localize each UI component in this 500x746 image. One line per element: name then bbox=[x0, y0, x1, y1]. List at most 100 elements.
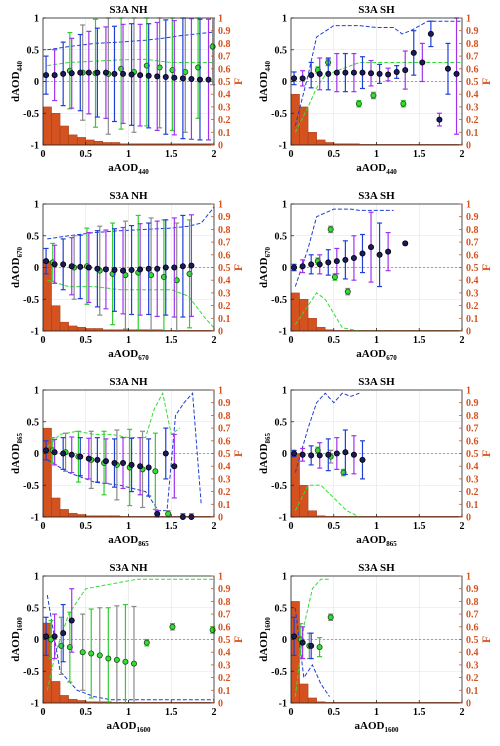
data-point bbox=[68, 617, 75, 624]
data-point bbox=[299, 639, 306, 646]
data-point bbox=[137, 266, 144, 273]
x-tick-label: 0.5 bbox=[328, 335, 341, 346]
data-point bbox=[308, 452, 315, 459]
data-point bbox=[291, 75, 298, 82]
data-point bbox=[68, 451, 75, 458]
right-tick-label: 0.4 bbox=[466, 90, 479, 101]
histogram-bar bbox=[299, 299, 309, 332]
x-tick-label: 1.5 bbox=[165, 335, 178, 346]
histogram-bar bbox=[307, 318, 317, 332]
right-tick-label: 0.5 bbox=[466, 77, 479, 88]
right-tick-label: 0.1 bbox=[218, 314, 231, 325]
data-point bbox=[43, 72, 50, 79]
data-point bbox=[128, 267, 135, 274]
right-tick-label: 0.6 bbox=[218, 436, 231, 447]
right-tick-label: 0 bbox=[218, 513, 223, 524]
right-tick-label: 0.1 bbox=[218, 686, 231, 697]
panel-1: -1-0.500.510 0.5 1 1.5 200.10.20.30.40.50.60… bbox=[10, 4, 245, 176]
x-axis-label: aAOD440 bbox=[108, 162, 149, 176]
right-axis-label: F bbox=[231, 450, 245, 457]
histogram-bar bbox=[290, 601, 300, 704]
histogram-bar bbox=[42, 427, 52, 518]
y-tick-label: 0 bbox=[34, 635, 39, 646]
x-tick-labels: 0 0.5 1 1.5 2 bbox=[41, 328, 217, 346]
right-tick-labels: 0 0.1 0.2 0.30.4 0.5 0.60.7 0.8 0.91 bbox=[211, 386, 231, 524]
data-point bbox=[410, 49, 417, 56]
green-series bbox=[297, 613, 334, 660]
x-axis-label-sub: 865 bbox=[386, 540, 397, 548]
data-point bbox=[385, 248, 392, 255]
data-point bbox=[400, 100, 407, 107]
data-point bbox=[137, 463, 144, 470]
right-tick-label: 0.2 bbox=[466, 115, 479, 126]
data-point bbox=[419, 59, 426, 66]
right-tick-label: 1 bbox=[218, 14, 223, 25]
right-tick-label: 0 bbox=[218, 141, 223, 152]
data-point bbox=[179, 75, 186, 82]
x-tick-label: 0 bbox=[41, 335, 46, 346]
x-axis-label-main: aAOD bbox=[356, 348, 386, 360]
right-axis-label: F bbox=[479, 78, 493, 85]
data-point bbox=[79, 649, 86, 656]
data-point bbox=[120, 70, 127, 77]
y-tick-label: -1 bbox=[279, 327, 287, 338]
y-axis-label-sub: 440 bbox=[264, 60, 272, 71]
blue-series bbox=[291, 429, 366, 480]
data-point bbox=[342, 69, 349, 76]
y-tick-label: 1 bbox=[282, 14, 287, 25]
y-tick-label: 0 bbox=[282, 449, 287, 460]
histogram-bar bbox=[85, 139, 95, 146]
y-axis-label: dAOD865 bbox=[10, 432, 24, 474]
data-point bbox=[111, 460, 118, 467]
right-tick-label: 0.1 bbox=[466, 500, 479, 511]
data-point bbox=[88, 650, 95, 657]
data-point bbox=[196, 76, 203, 83]
data-point bbox=[94, 265, 101, 272]
y-tick-labels: -1 -0.5 0 0.5 1 bbox=[271, 572, 294, 710]
x-tick-label: 0.5 bbox=[328, 149, 341, 160]
data-point bbox=[316, 452, 323, 459]
right-tick-labels: 0 0.1 0.2 0.30.4 0.5 0.60.7 0.8 0.91 bbox=[459, 572, 479, 710]
data-point bbox=[188, 75, 195, 82]
x-axis-label: aAOD865 bbox=[108, 534, 149, 548]
x-tick-label: 1.5 bbox=[165, 521, 178, 532]
data-point bbox=[162, 264, 169, 271]
data-point bbox=[94, 69, 101, 76]
green-dashed-line bbox=[47, 58, 214, 67]
data-point bbox=[77, 69, 84, 76]
y-tick-label: 1 bbox=[34, 200, 39, 211]
data-point bbox=[85, 69, 92, 76]
y-tick-label: -0.5 bbox=[271, 109, 287, 120]
chart-title: S3A SH bbox=[358, 4, 395, 16]
x-axis-label-main: aAOD bbox=[355, 720, 385, 732]
data-point bbox=[77, 263, 84, 270]
right-axis-label: F bbox=[479, 264, 493, 271]
histogram-bar bbox=[299, 106, 309, 146]
data-point bbox=[333, 450, 340, 457]
y-axis-label: dAOD440 bbox=[258, 60, 272, 102]
right-tick-label: 0.3 bbox=[466, 102, 479, 113]
right-tick-label: 0.9 bbox=[218, 398, 231, 409]
data-point bbox=[179, 263, 186, 270]
data-point bbox=[122, 658, 129, 665]
right-tick-label: 0.2 bbox=[466, 487, 479, 498]
data-point bbox=[331, 274, 338, 281]
right-tick-label: 0.3 bbox=[218, 474, 231, 485]
x-axis-label-sub: 670 bbox=[138, 354, 149, 362]
data-point bbox=[162, 450, 169, 457]
data-point bbox=[120, 460, 127, 467]
data-point bbox=[102, 266, 109, 273]
y-tick-labels: -1 -0.5 0 0.5 1 bbox=[23, 572, 46, 710]
x-tick-labels: 0 0.5 1 1.5 2 bbox=[41, 700, 217, 718]
right-tick-label: 0.1 bbox=[466, 128, 479, 139]
data-point bbox=[308, 642, 315, 649]
x-axis-label-sub: 670 bbox=[386, 354, 397, 362]
x-tick-label: 2 bbox=[460, 149, 465, 160]
data-point bbox=[162, 74, 169, 81]
data-point bbox=[120, 267, 127, 274]
y-axis-label-sub: 670 bbox=[16, 246, 24, 257]
data-point bbox=[368, 244, 375, 251]
green-dashed-line bbox=[294, 62, 462, 133]
data-point bbox=[342, 449, 349, 456]
